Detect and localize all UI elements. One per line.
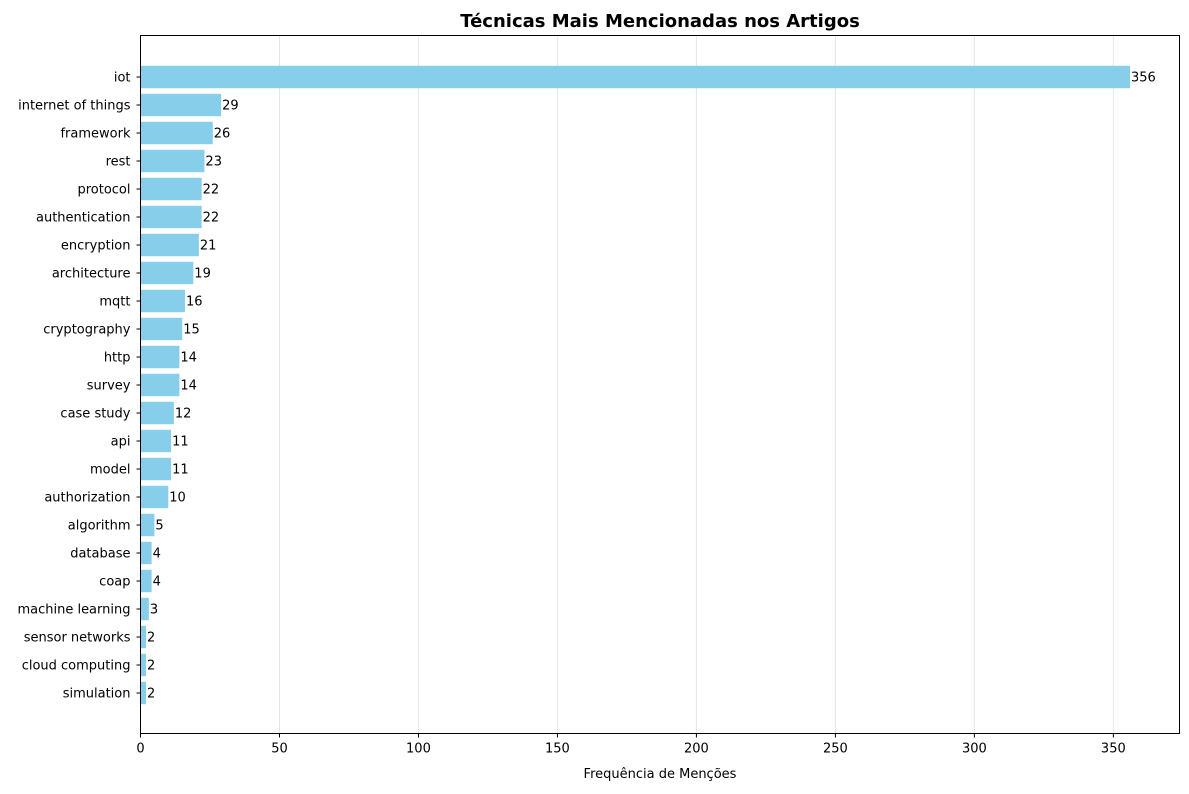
bar (140, 457, 172, 481)
data-label: 22 (203, 183, 220, 198)
y-tick-label: cloud computing (22, 659, 131, 674)
y-tick-label: internet of things (18, 99, 131, 114)
data-label: 3 (150, 603, 158, 618)
x-tick-label: 100 (406, 742, 431, 757)
bar (140, 205, 202, 229)
y-tick-label: survey (87, 379, 131, 394)
bar (140, 429, 172, 453)
bar (140, 149, 205, 173)
x-tick-label: 150 (545, 742, 570, 757)
bar (140, 65, 1131, 89)
x-tick-label: 0 (136, 742, 144, 757)
data-label: 16 (186, 295, 203, 310)
chart-title: Técnicas Mais Mencionadas nos Artigos (460, 11, 860, 32)
bar (140, 345, 180, 369)
grid-lines (140, 35, 1114, 734)
data-label: 2 (147, 659, 155, 674)
data-label: 26 (214, 127, 231, 142)
bar (140, 597, 149, 621)
bar (140, 513, 155, 537)
data-label: 11 (172, 463, 189, 478)
y-tick-label: authentication (36, 211, 131, 226)
bar (140, 401, 174, 425)
data-label: 29 (222, 99, 239, 114)
y-tick-label: simulation (63, 687, 131, 702)
x-tick-label: 350 (1101, 742, 1126, 757)
y-tick-label: machine learning (17, 603, 130, 618)
data-label: 14 (180, 379, 197, 394)
data-label: 11 (172, 435, 189, 450)
data-label: 10 (169, 491, 186, 506)
data-label: 21 (200, 239, 217, 254)
data-label: 4 (153, 547, 161, 562)
y-tick-label: database (70, 547, 130, 562)
y-tick-label: api (111, 435, 131, 450)
plot-frame (140, 35, 1180, 734)
y-tick-label: mqtt (99, 295, 130, 310)
x-tick-label: 250 (823, 742, 848, 757)
bar (140, 625, 147, 649)
data-label: 356 (1131, 71, 1156, 86)
y-tick-label: rest (106, 155, 131, 170)
y-tick-label: protocol (77, 183, 130, 198)
y-axis: iot internet of things framework rest protoc… (17, 71, 141, 702)
y-tick-label: iot (114, 71, 131, 86)
bar (140, 569, 152, 593)
y-tick-label: encryption (61, 239, 131, 254)
data-label: 23 (205, 155, 222, 170)
bar (140, 485, 169, 509)
y-tick-label: sensor networks (24, 631, 131, 646)
bar (140, 261, 194, 285)
data-label: 22 (203, 211, 220, 226)
bar (140, 317, 183, 341)
bar (140, 93, 222, 117)
y-tick-label: cryptography (43, 323, 131, 338)
bar (140, 177, 202, 201)
data-label: 15 (183, 323, 200, 338)
bar (140, 233, 199, 257)
y-tick-label: architecture (52, 267, 131, 282)
bar (140, 681, 147, 705)
y-tick-label: coap (99, 575, 130, 590)
y-tick-label: model (90, 463, 130, 478)
data-label: 2 (147, 687, 155, 702)
bar (140, 373, 180, 397)
data-label: 4 (153, 575, 161, 590)
data-label: 12 (175, 407, 192, 422)
data-label: 19 (194, 267, 211, 282)
y-tick-label: http (104, 351, 131, 366)
data-label: 14 (180, 351, 197, 366)
x-tick-label: 50 (271, 742, 288, 757)
x-axis-label: Frequência de Menções (584, 767, 737, 782)
x-axis: 0 50 100 150 200 250 300 350 (136, 733, 1126, 757)
y-tick-label: algorithm (68, 519, 131, 534)
y-tick-label: framework (60, 127, 130, 142)
bar (140, 541, 152, 565)
bar (140, 653, 147, 677)
bar (140, 289, 185, 313)
x-tick-label: 200 (684, 742, 709, 757)
data-label: 2 (147, 631, 155, 646)
data-label: 5 (155, 519, 163, 534)
x-tick-label: 300 (962, 742, 987, 757)
bar (140, 121, 213, 145)
y-tick-label: case study (60, 407, 130, 422)
y-tick-label: authorization (44, 491, 130, 506)
